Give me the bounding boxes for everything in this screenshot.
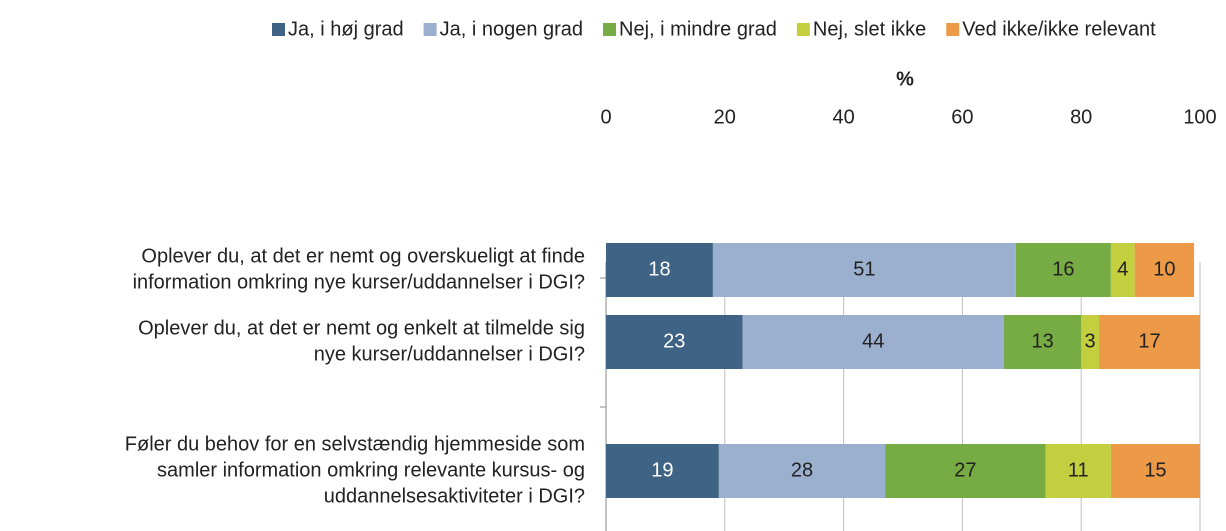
- value-label: 16: [1052, 258, 1074, 280]
- value-label: 15: [1144, 459, 1166, 481]
- bar-segment: [1110, 243, 1135, 297]
- bar-segment: [606, 444, 719, 498]
- bar-segment: [712, 243, 1016, 297]
- bar-segment: [1015, 243, 1111, 297]
- y-tick-label: Føler du behov for en selvstændig hjemme…: [125, 433, 585, 455]
- value-label: 18: [648, 258, 670, 280]
- bar-segment: [606, 243, 713, 297]
- legend-swatch: [423, 23, 437, 36]
- value-label: 51: [853, 258, 875, 280]
- value-label: 28: [791, 459, 813, 481]
- x-tick-label: 20: [714, 106, 736, 128]
- legend-label: Nej, slet ikke: [813, 18, 926, 40]
- value-label: 11: [1068, 459, 1089, 481]
- x-tick-label: 40: [832, 106, 854, 128]
- y-tick-label: nye kurser/uddannelser i DGI?: [314, 343, 585, 365]
- bar-segment: [606, 315, 743, 369]
- legend-label: Nej, i mindre grad: [619, 18, 777, 40]
- y-tick-label: samler information omkring relevante kur…: [157, 459, 585, 481]
- y-tick-label: uddannelsesaktiviteter i DGI?: [324, 485, 585, 507]
- bar-segment: [885, 444, 1046, 498]
- value-label: 4: [1117, 258, 1128, 280]
- legend-swatch: [946, 23, 960, 36]
- bar-segment: [1110, 444, 1200, 498]
- x-tick-label: 100: [1183, 106, 1216, 128]
- legend-swatch: [272, 23, 285, 36]
- y-tick-label: Oplever du, at det er nemt og enkelt at …: [138, 317, 585, 339]
- bar-segment: [718, 444, 886, 498]
- value-label: 27: [954, 459, 976, 481]
- bar-segment: [1003, 315, 1082, 369]
- bar-segment: [742, 315, 1004, 369]
- bar-segment: [1134, 243, 1195, 297]
- value-label: 44: [862, 330, 884, 352]
- legend-swatch: [603, 23, 617, 36]
- value-label: 10: [1153, 258, 1175, 280]
- y-tick-label: information omkring nye kurser/uddannels…: [133, 271, 585, 293]
- value-label: 17: [1138, 330, 1160, 352]
- value-label: 3: [1085, 330, 1096, 352]
- value-label: 19: [651, 459, 673, 481]
- x-tick-label: 80: [1070, 106, 1092, 128]
- value-label: 23: [663, 330, 685, 352]
- x-tick-label: 60: [951, 106, 973, 128]
- legend-label: Ved ikke/ikke relevant: [962, 18, 1156, 40]
- x-tick-label: 0: [600, 106, 611, 128]
- value-label: 13: [1031, 330, 1053, 352]
- y-tick-label: Oplever du, at det er nemt og overskueli…: [141, 245, 585, 267]
- legend-label: Ja, i høj grad: [288, 18, 404, 40]
- bar-segment: [1081, 315, 1100, 369]
- legend-swatch: [796, 23, 810, 36]
- x-axis-label: %: [896, 68, 914, 90]
- bar-segment: [1045, 444, 1111, 498]
- bar-segment: [1099, 315, 1200, 369]
- legend-label: Ja, i nogen grad: [440, 18, 583, 40]
